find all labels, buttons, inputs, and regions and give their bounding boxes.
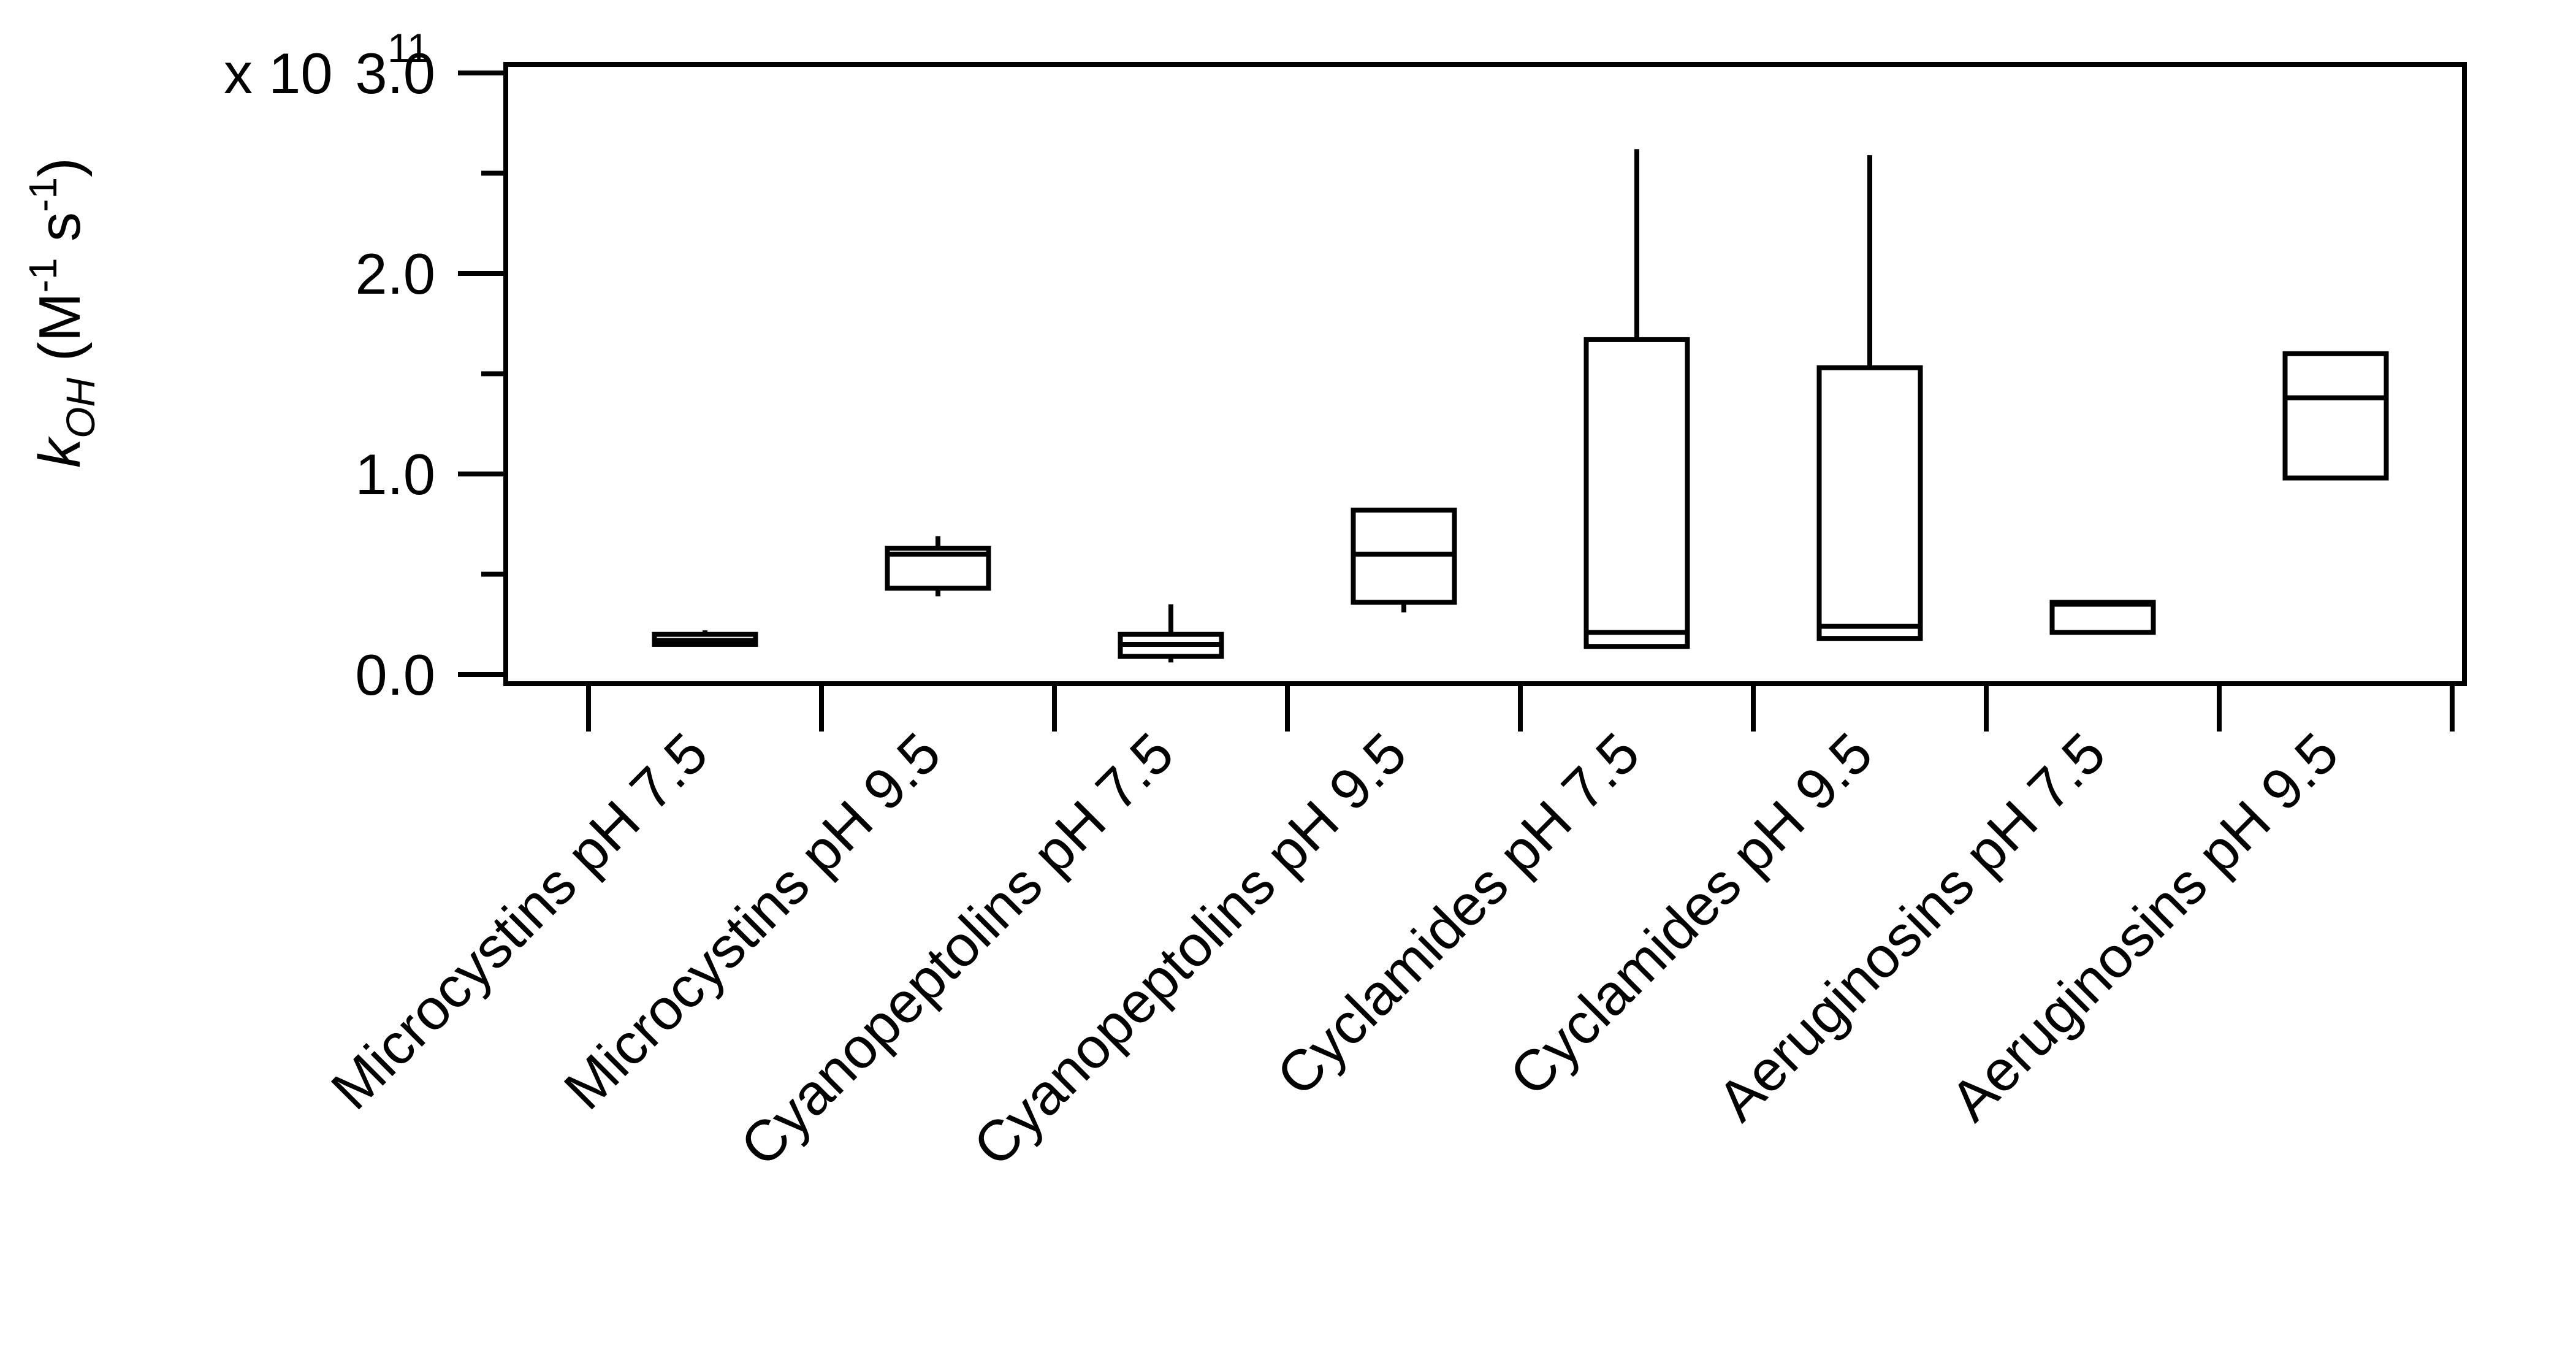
y-title-unit: (M (27, 292, 93, 378)
box-7 (2049, 600, 2156, 635)
y-multiplier-label: x 10 (224, 41, 333, 105)
y-title-unit: s (27, 212, 93, 258)
box-1 (652, 630, 758, 647)
y-tick-label: 0.0 (355, 643, 435, 707)
y-tick-label: 1.0 (355, 442, 435, 506)
y-tick-label: 2.0 (355, 242, 435, 306)
y-title-symbol: k (27, 435, 93, 468)
box-series (652, 149, 2389, 663)
y-title-subscript: OH (58, 378, 103, 438)
y-multiplier-exponent: 11 (387, 25, 430, 71)
box-iqr (2282, 351, 2389, 481)
box-2 (885, 536, 991, 597)
box-iqr (1583, 337, 1690, 649)
box-iqr (885, 545, 991, 591)
box-6 (1816, 155, 1923, 641)
y-tick-label: 3.0 (355, 41, 435, 105)
y-title-exponent: -1 (21, 177, 65, 212)
y-title-unit: ) (27, 158, 93, 177)
box-iqr (1816, 365, 1923, 641)
box-5 (1583, 149, 1690, 649)
y-axis: 0.0 1.0 2.0 3.0 (355, 41, 506, 707)
y-axis-title-text: kOH (M-1 s-1) (21, 158, 103, 468)
box-4 (1351, 507, 1457, 613)
y-axis-multiplier: x 10 11 (224, 25, 430, 105)
box-8 (2282, 351, 2389, 481)
y-axis-title: kOH (M-1 s-1) (21, 158, 103, 468)
y-title-exponent: -1 (21, 258, 65, 293)
box-3 (1118, 604, 1224, 663)
